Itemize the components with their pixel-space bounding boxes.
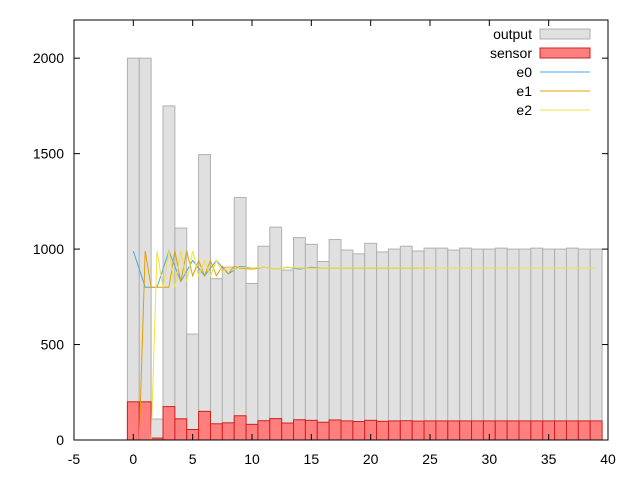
output-bar — [257, 245, 271, 441]
sensor-bar — [447, 420, 461, 441]
sensor-bar — [281, 422, 295, 441]
output-bar — [245, 282, 259, 441]
sensor-bar — [138, 401, 152, 441]
output-bar — [209, 278, 223, 441]
x-tick-label: -5 — [68, 451, 81, 467]
output-bar — [506, 248, 520, 441]
output-bar — [447, 249, 461, 441]
output-bar — [565, 247, 579, 441]
sensor-bar — [198, 410, 211, 441]
output-bar — [281, 269, 295, 441]
sensor-bar — [494, 420, 508, 441]
output-bar — [554, 248, 567, 441]
y-tick-label: 500 — [41, 337, 65, 353]
output-bar — [423, 247, 437, 441]
output-bar — [482, 248, 496, 441]
y-tick-label: 1000 — [33, 241, 64, 257]
sensor-bar — [162, 406, 176, 441]
output-bar — [198, 154, 211, 441]
sensor-bar — [435, 420, 449, 441]
y-tick-label: 1500 — [33, 146, 64, 162]
output-bar — [304, 243, 318, 441]
sensor-bar — [376, 420, 389, 441]
legend-swatch-output — [539, 28, 591, 40]
sensor-bar — [518, 420, 532, 441]
legend-label-e2: e2 — [516, 102, 532, 118]
sensor-bar — [471, 420, 484, 441]
output-bar — [577, 248, 591, 441]
sensor-bar — [459, 420, 473, 441]
output-bar — [150, 418, 164, 441]
output-bar — [435, 247, 449, 441]
output-bar — [269, 226, 283, 441]
sensor-bar — [257, 420, 271, 441]
output-bar — [126, 57, 140, 441]
x-tick-label: 5 — [189, 451, 197, 467]
output-bar — [221, 266, 235, 441]
output-bar — [518, 248, 532, 441]
sensor-bar — [221, 422, 235, 441]
output-bar — [399, 245, 413, 441]
output-bar — [589, 248, 603, 441]
sensor-bar — [174, 418, 188, 441]
output-bar — [352, 253, 366, 441]
sensor-bar — [399, 420, 413, 441]
legend: output sensor e0 e1 e2 — [490, 26, 591, 118]
sensor-bar — [352, 420, 366, 441]
lines-layer — [132, 249, 597, 441]
sensor-bar — [269, 418, 283, 441]
sensor-bar — [577, 420, 591, 441]
x-tick-label: 15 — [304, 451, 320, 467]
e2-line — [145, 250, 597, 441]
x-tick-label: 30 — [482, 451, 498, 467]
sensor-bar — [506, 420, 520, 441]
plot-frame — [73, 19, 609, 441]
x-tick-label: 40 — [600, 451, 616, 467]
x-tick-label: 20 — [363, 451, 379, 467]
output-bar — [494, 247, 508, 441]
output-bar — [387, 248, 401, 441]
sensor-bar — [233, 415, 247, 441]
legend-swatch-sensor — [539, 47, 591, 59]
legend-label-sensor: sensor — [490, 45, 532, 61]
legend-label-e0: e0 — [516, 64, 532, 80]
output-bar — [542, 248, 556, 441]
output-bar — [364, 242, 378, 441]
sensor-bar — [340, 420, 354, 441]
output-bar — [459, 247, 473, 441]
sensor-bar — [328, 419, 342, 441]
sensor-bar — [209, 423, 223, 441]
sensor-bar — [565, 420, 579, 441]
sensor-bar — [554, 420, 567, 441]
sensor-bar — [293, 419, 306, 441]
x-tick-label: 25 — [422, 451, 438, 467]
y-tick-label: 2000 — [33, 50, 64, 66]
output-bar — [340, 249, 354, 441]
output-bar — [162, 105, 176, 441]
output-bar — [316, 261, 330, 441]
x-tick-label: 10 — [244, 451, 260, 467]
sensor-bar — [316, 421, 330, 441]
legend-label-e1: e1 — [516, 83, 532, 99]
output-bar — [186, 333, 200, 441]
output-bar — [530, 247, 544, 441]
x-tick-label: 35 — [541, 451, 557, 467]
sensor-bar — [387, 420, 401, 441]
x-tick-label: 0 — [129, 451, 137, 467]
output-bar — [328, 239, 342, 441]
sensor-bar — [589, 420, 603, 441]
legend-label-output: output — [493, 26, 532, 42]
sensor-bar — [530, 420, 544, 441]
output-bar — [376, 251, 389, 441]
output-bar — [411, 250, 425, 441]
output-bar — [471, 248, 484, 441]
sensor-bar — [411, 420, 425, 441]
y-tick-label: 0 — [56, 432, 64, 448]
output-bar — [233, 197, 247, 441]
